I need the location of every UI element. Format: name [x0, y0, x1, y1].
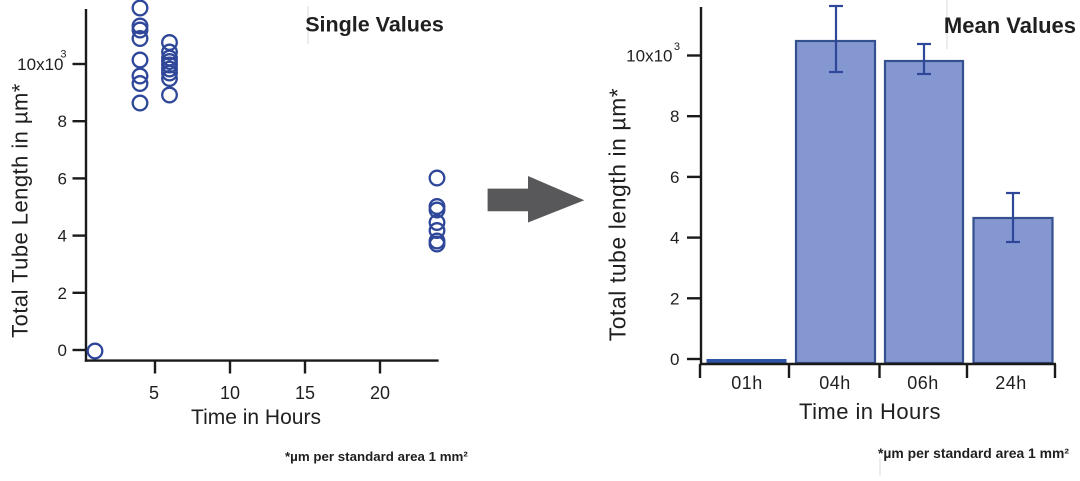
- svg-text:10x10: 10x10: [17, 55, 63, 74]
- svg-text:10x10: 10x10: [626, 47, 672, 66]
- svg-text:4: 4: [58, 227, 67, 246]
- svg-text:20: 20: [370, 383, 390, 403]
- svg-text:3: 3: [60, 49, 66, 61]
- svg-text:10: 10: [220, 383, 240, 403]
- svg-text:*µm per standard area 1 mm²: *µm per standard area 1 mm²: [878, 445, 1069, 461]
- svg-text:Total tube length in µm*: Total tube length in µm*: [605, 88, 631, 342]
- svg-text:01h: 01h: [731, 373, 763, 393]
- svg-text:0: 0: [670, 350, 679, 369]
- svg-text:2: 2: [670, 289, 679, 308]
- svg-text:Single Values: Single Values: [305, 13, 444, 37]
- svg-text:3: 3: [674, 41, 680, 53]
- svg-text:2: 2: [58, 284, 67, 303]
- svg-text:Total Tube Length in µm*: Total Tube Length in µm*: [8, 83, 33, 338]
- svg-text:8: 8: [58, 112, 67, 131]
- svg-text:5: 5: [149, 383, 159, 403]
- svg-text:6: 6: [670, 168, 679, 187]
- svg-text:Time in Hours: Time in Hours: [799, 399, 941, 424]
- svg-text:Mean Values: Mean Values: [944, 13, 1076, 38]
- svg-text:06h: 06h: [907, 373, 939, 393]
- svg-text:04h: 04h: [819, 373, 851, 393]
- svg-text:*µm per standard area 1 mm²: *µm per standard area 1 mm²: [285, 449, 468, 464]
- svg-text:4: 4: [670, 229, 679, 248]
- svg-text:15: 15: [295, 383, 315, 403]
- svg-text:24h: 24h: [995, 373, 1027, 393]
- svg-text:Time in Hours: Time in Hours: [191, 406, 321, 429]
- svg-text:0: 0: [58, 341, 67, 360]
- svg-text:8: 8: [670, 107, 679, 126]
- svg-text:6: 6: [58, 169, 67, 188]
